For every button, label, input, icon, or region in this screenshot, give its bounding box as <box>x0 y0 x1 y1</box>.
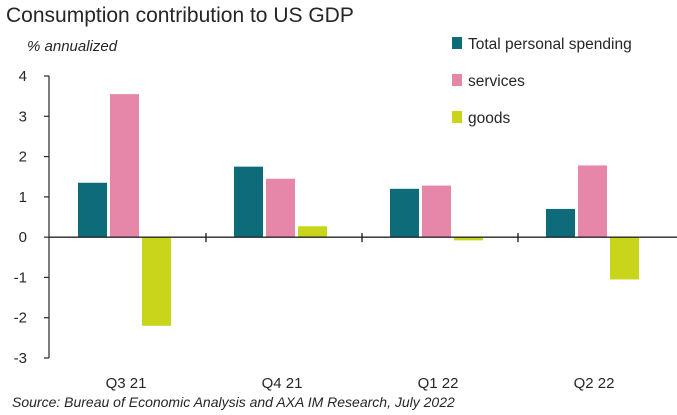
x-tick-label: Q1 22 <box>418 375 459 392</box>
legend-label: services <box>468 73 525 90</box>
y-tick-label: -1 <box>14 269 27 286</box>
y-tick-label: 3 <box>19 108 27 125</box>
y-tick-label: 0 <box>19 229 27 246</box>
x-tick-label: Q3 21 <box>106 375 147 392</box>
legend-label: Total personal spending <box>468 36 632 53</box>
y-tick-label: 1 <box>19 189 27 206</box>
chart-title: Consumption contribution to US GDP <box>6 4 354 27</box>
bar-services-0 <box>110 94 139 238</box>
x-tick-label: Q2 22 <box>574 375 615 392</box>
x-tick-label: Q4 21 <box>262 375 303 392</box>
bar-services-3 <box>578 165 607 238</box>
y-axis-label: % annualized <box>27 38 118 55</box>
legend-swatch <box>452 74 462 86</box>
y-tick-label: 2 <box>19 149 27 166</box>
bar-goods-3 <box>610 237 639 280</box>
legend-swatch <box>452 111 462 123</box>
legend-swatch <box>452 37 462 49</box>
y-tick-label: 4 <box>19 68 27 85</box>
y-axis: 4 3 2 1 0 -1 -2 -3 <box>14 68 50 367</box>
bar-total-personal-spending-1 <box>234 166 263 238</box>
bar-services-2 <box>422 185 451 238</box>
bar-total-personal-spending-0 <box>78 182 107 238</box>
bar-goods-1 <box>298 226 327 238</box>
bar-total-personal-spending-3 <box>546 208 575 238</box>
bar-services-1 <box>266 178 295 238</box>
bar-total-personal-spending-2 <box>390 188 419 238</box>
y-tick-label: -2 <box>14 310 27 327</box>
bar-goods-0 <box>142 237 171 326</box>
y-tick-label: -3 <box>14 350 27 367</box>
bars <box>78 94 639 326</box>
source-note: Source: Bureau of Economic Analysis and … <box>12 394 455 410</box>
x-axis: Q3 21 Q4 21 Q1 22 Q2 22 <box>49 233 677 392</box>
bar-goods-2 <box>454 237 483 241</box>
legend: Total personal spending services goods <box>452 36 632 127</box>
legend-label: goods <box>468 110 510 127</box>
